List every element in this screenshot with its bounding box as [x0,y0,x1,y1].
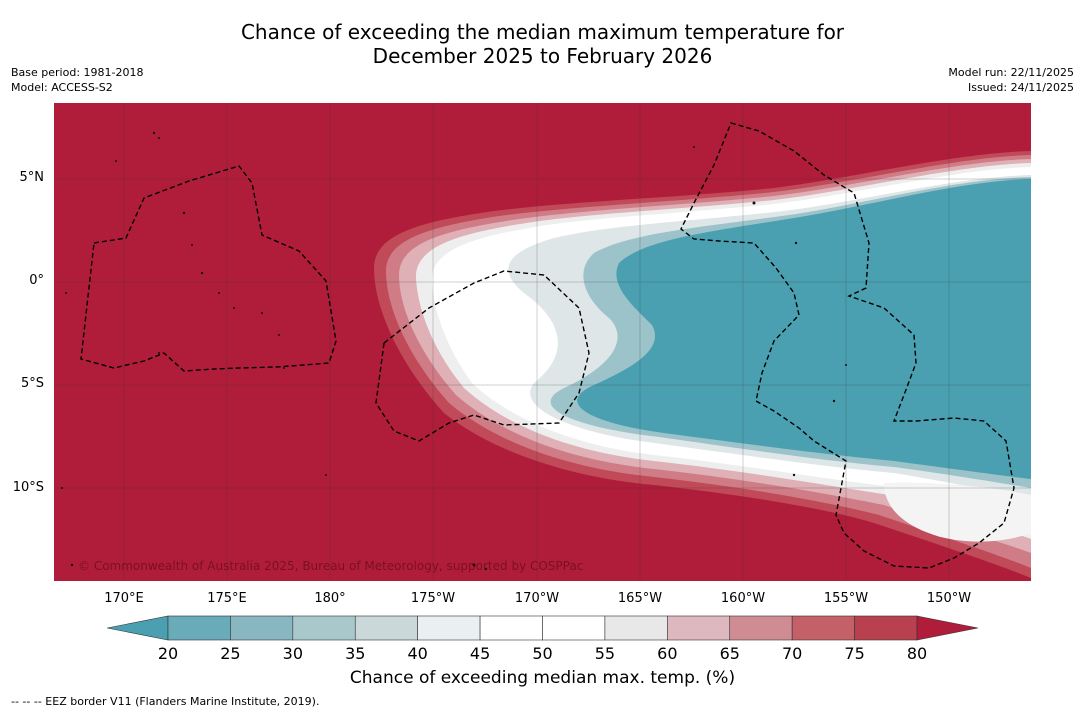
colorbar-label: Chance of exceeding median max. temp. (%… [349,668,736,688]
colorbar [107,615,979,641]
colorbar-bin [167,615,231,641]
meta-left: Base period: 1981-2018 Model: ACCESS-S2 [11,65,143,95]
colorbar-bin [479,615,543,641]
lon-label: 175°E [207,591,247,606]
map-panel[interactable]: © Commonwealth of Australia 2025, Bureau… [54,103,1031,581]
eez-borders [80,122,1015,569]
colorbar-bin [667,615,731,641]
lon-label: 155°W [823,591,869,606]
colorbar-tick-label: 35 [345,644,366,663]
lat-label-10s: 10°S [12,480,44,495]
colorbar-tick-label: 75 [844,644,865,663]
lower-right-neutral-patch [884,482,1031,542]
colorbar-tick-label: 45 [469,644,491,663]
title-line-1: Chance of exceeding the median maximum t… [240,20,845,44]
anomaly-band-20 [577,179,1031,479]
colorbar-high-extension [916,615,979,641]
copyright-credit: © Commonwealth of Australia 2025, Bureau… [78,559,584,573]
issued-date: Issued: 24/11/2025 [967,81,1074,94]
colorbar-bin [729,615,793,641]
colorbar-bin [292,615,356,641]
lon-label: 175°W [410,591,456,606]
eez-border-east [680,122,1015,569]
graticule [54,103,1031,581]
model-run: Model run: 22/11/2025 [948,66,1074,79]
eez-legend-note: -- -- -- EEZ border V11 (Flanders Marine… [11,695,320,708]
base-period: Base period: 1981-2018 [11,66,144,79]
model-name: Model: ACCESS-S2 [11,81,113,94]
colorbar-bin [542,615,606,641]
island-markers [61,131,847,571]
colorbar-tick-label: 65 [719,644,740,663]
colorbar-tick-label: 30 [282,644,303,663]
colorbar-tick-label: 20 [157,644,179,663]
lat-label-5s: 5°S [20,376,44,391]
lon-label: 170°W [514,591,560,606]
lat-label-0: 0° [29,273,44,288]
colorbar-bin [854,615,918,641]
colorbar-low-extension [107,615,169,641]
title-line-2: December 2025 to February 2026 [372,44,713,68]
chart-title: Chance of exceeding the median maximum t… [0,20,1085,68]
colorbar-tick-label: 60 [657,644,678,663]
colorbar-bin [791,615,855,641]
lon-label: 150°W [926,591,972,606]
lon-label: 170°E [104,591,144,606]
lon-label: 165°W [617,591,663,606]
colorbar-tick-label: 70 [781,644,803,663]
colorbar-tick-label: 50 [532,644,553,663]
colorbar-bin [354,615,418,641]
eez-border-west [80,165,337,372]
colorbar-bins [167,615,918,641]
colorbar-bin [604,615,668,641]
colorbar-tick-label: 25 [220,644,241,663]
colorbar-bin [230,615,294,641]
colorbar-bin [417,615,481,641]
map-canvas [54,103,1031,581]
eez-border-central [375,270,590,442]
lat-label-5n: 5°N [19,170,45,185]
lon-label: 160°W [720,591,766,606]
meta-right: Model run: 22/11/2025 Issued: 24/11/2025 [948,65,1074,95]
colorbar-tick-label: 40 [407,644,428,663]
colorbar-tick-label: 80 [906,644,928,663]
colorbar-tick-label: 55 [594,644,616,663]
lon-label: 180° [314,591,346,606]
